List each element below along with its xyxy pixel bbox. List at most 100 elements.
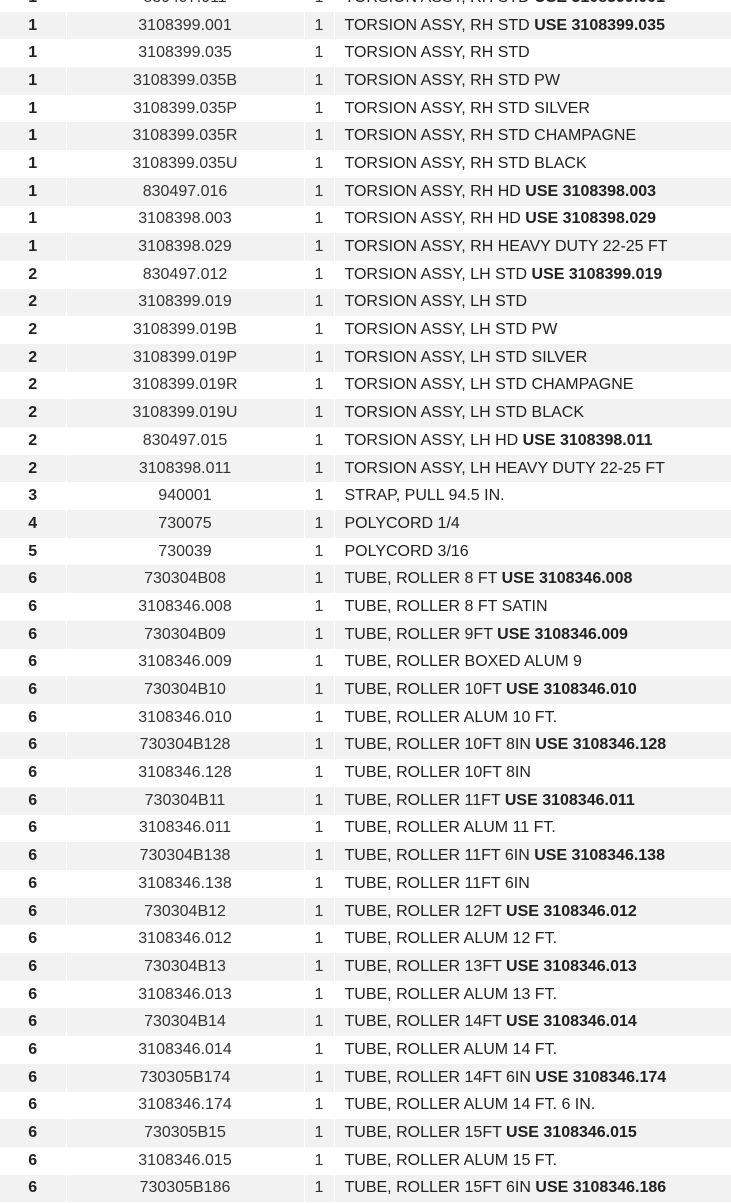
replacement-note: USE 3108346.009 xyxy=(497,625,628,643)
description-text: TORSION ASSY, RH STD xyxy=(344,16,530,34)
description-text: TUBE, ROLLER ALUM 10 FT. xyxy=(344,708,558,726)
description: TORSION ASSY, RH HD USE 3108398.003 xyxy=(333,177,731,206)
table-row: 2 3108399.019U 1 TORSION ASSY, LH STD BLACK xyxy=(0,399,731,427)
part-number: 730304B12 xyxy=(65,897,304,926)
quantity: 1 xyxy=(303,593,334,621)
description-text: TORSION ASSY, RH HEAVY DUTY 22-25 FT xyxy=(344,238,668,256)
replacement-note: USE 3108346.013 xyxy=(506,957,637,975)
table-row: 6 3108346.010 1 TUBE, ROLLER ALUM 10 FT. xyxy=(0,703,731,732)
description: TUBE, ROLLER ALUM 10 FT. xyxy=(333,703,731,732)
quantity: 1 xyxy=(303,0,334,12)
quantity: 1 xyxy=(303,1063,334,1092)
description-text: TORSION ASSY, RH STD CHAMPAGNE xyxy=(344,127,637,145)
description-text: TUBE, ROLLER 14FT xyxy=(344,1013,502,1031)
part-number: 3108399.019B xyxy=(65,316,304,344)
description-text: TORSION ASSY, LH STD xyxy=(344,293,528,311)
description-text: TORSION ASSY, RH STD xyxy=(344,44,530,62)
ref-number: 2 xyxy=(28,431,38,449)
ref-number: 1 xyxy=(28,210,38,228)
description-text: TUBE, ROLLER 10FT 8IN xyxy=(344,764,531,782)
description: TUBE, ROLLER 10FT USE 3108346.010 xyxy=(333,676,731,704)
replacement-note: USE 3108346.186 xyxy=(535,1179,667,1197)
part-number: 3108346.011 xyxy=(65,814,304,843)
description: TUBE, ROLLER 10FT 8IN USE 3108346.128 xyxy=(333,731,731,760)
part-number: 830497.011 xyxy=(65,0,304,12)
part-number: 730304B10 xyxy=(65,676,304,704)
description-text: TUBE, ROLLER 13FT xyxy=(344,957,502,975)
table-row: 6 730304B13 1 TUBE, ROLLER 13FT USE 3108346… xyxy=(0,953,731,981)
ref-number: 6 xyxy=(0,1063,66,1092)
table-row: 6 3108346.014 1 TUBE, ROLLER ALUM 14 FT. xyxy=(0,1036,731,1064)
description-text: TORSION ASSY, RH STD BLACK xyxy=(344,154,587,172)
description: TORSION ASSY, RH STD xyxy=(333,39,731,68)
ref-number: 2 xyxy=(28,376,38,394)
table-row: 6 3108346.009 1 TUBE, ROLLER BOXED ALUM 9 xyxy=(0,648,731,677)
description-text: STRAP, PULL 94.5 IN. xyxy=(344,487,505,505)
replacement-note: USE 3108346.138 xyxy=(534,847,665,865)
description: TORSION ASSY, LH STD BLACK xyxy=(333,399,731,427)
table-row: 1 3108399.035B 1 TORSION ASSY, RH STD PW xyxy=(0,67,731,95)
part-number: 3108399.019R xyxy=(65,371,304,400)
part-number: 3108346.009 xyxy=(65,648,304,677)
description: TUBE, ROLLER ALUM 15 FT. xyxy=(333,1146,731,1175)
quantity: 1 xyxy=(303,731,334,760)
part-number: 730039 xyxy=(65,537,304,566)
table-row: 6 3108346.128 1 TUBE, ROLLER 10FT 8IN xyxy=(0,759,731,787)
quantity: 1 xyxy=(303,953,334,981)
description: TUBE, ROLLER 15FT USE 3108346.015 xyxy=(333,1119,731,1147)
replacement-note: USE 3108398.003 xyxy=(525,182,657,200)
description: TUBE, ROLLER 9FT USE 3108346.009 xyxy=(333,620,731,649)
part-number: 730304B11 xyxy=(65,786,304,815)
description-text: TUBE, ROLLER ALUM 14 FT. xyxy=(344,1040,558,1058)
quantity: 1 xyxy=(303,786,334,815)
description-text: TUBE, ROLLER 9FT xyxy=(344,625,493,643)
description-text: TUBE, ROLLER 10FT xyxy=(344,681,502,699)
ref-number: 3 xyxy=(28,487,38,505)
replacement-note: USE 3108346.014 xyxy=(506,1013,637,1031)
table-row: 3 940001 1 STRAP, PULL 94.5 IN. xyxy=(0,482,731,511)
table-row: 6 730304B10 1 TUBE, ROLLER 10FT USE 3108346… xyxy=(0,676,731,704)
ref-number: 6 xyxy=(28,764,38,782)
quantity: 1 xyxy=(303,980,334,1009)
replacement-note: USE 3108346.010 xyxy=(506,681,637,699)
description: TUBE, ROLLER BOXED ALUM 9 xyxy=(333,648,731,677)
description: TORSION ASSY, LH STD SILVER xyxy=(333,343,731,372)
description-text: TORSION ASSY, LH HD xyxy=(344,431,519,449)
part-number: 3108346.128 xyxy=(65,759,304,787)
quantity: 1 xyxy=(303,343,334,372)
table-row: 1 3108398.003 1 TORSION ASSY, RH HD USE 310… xyxy=(0,205,731,234)
ref-number: 6 xyxy=(0,842,66,870)
ref-number: 2 xyxy=(28,321,38,339)
description-text: TORSION ASSY, RH STD PW xyxy=(344,71,560,89)
replacement-note: USE 3108346.174 xyxy=(535,1068,667,1086)
description-text: TUBE, ROLLER 11FT xyxy=(344,791,501,809)
description: TUBE, ROLLER ALUM 13 FT. xyxy=(333,980,731,1009)
ref-number: 2 xyxy=(0,399,66,427)
replacement-note: USE 3108346.012 xyxy=(506,902,637,920)
ref-number: 6 xyxy=(0,676,66,704)
description: TORSION ASSY, RH STD PW xyxy=(333,67,731,95)
quantity: 1 xyxy=(303,648,334,677)
table-row: 6 3108346.008 1 TUBE, ROLLER 8 FT SATIN xyxy=(0,593,731,621)
part-number: 830497.015 xyxy=(65,427,304,455)
description-text: TUBE, ROLLER 8 FT SATIN xyxy=(344,597,548,615)
ref-number: 6 xyxy=(28,1096,38,1114)
description-text: TUBE, ROLLER 11FT 6IN xyxy=(344,847,530,865)
description-text: TORSION ASSY, LH STD xyxy=(344,265,528,283)
table-row: 6 3108346.138 1 TUBE, ROLLER 11FT 6IN xyxy=(0,870,731,898)
part-number: 3108398.011 xyxy=(65,454,304,483)
description: TUBE, ROLLER 11FT USE 3108346.011 xyxy=(333,786,731,815)
table-row: 1 3108399.001 1 TORSION ASSY, RH STD USE 31… xyxy=(0,11,731,40)
description: TORSION ASSY, LH STD xyxy=(333,288,731,317)
table-row: 6 3108346.011 1 TUBE, ROLLER ALUM 11 FT. xyxy=(0,814,731,843)
part-number: 3108398.003 xyxy=(65,205,304,234)
ref-number: 5 xyxy=(28,542,38,560)
part-number: 3108346.013 xyxy=(65,980,304,1009)
description-text: TUBE, ROLLER ALUM 13 FT. xyxy=(344,985,558,1003)
table-row: 6 730304B11 1 TUBE, ROLLER 11FT USE 3108346… xyxy=(0,786,731,815)
description: TUBE, ROLLER 10FT 8IN xyxy=(333,759,731,787)
table-row: 6 730304B14 1 TUBE, ROLLER 14FT USE 3108346… xyxy=(0,1008,731,1037)
ref-number: 6 xyxy=(28,1151,38,1169)
quantity: 1 xyxy=(303,1091,334,1120)
